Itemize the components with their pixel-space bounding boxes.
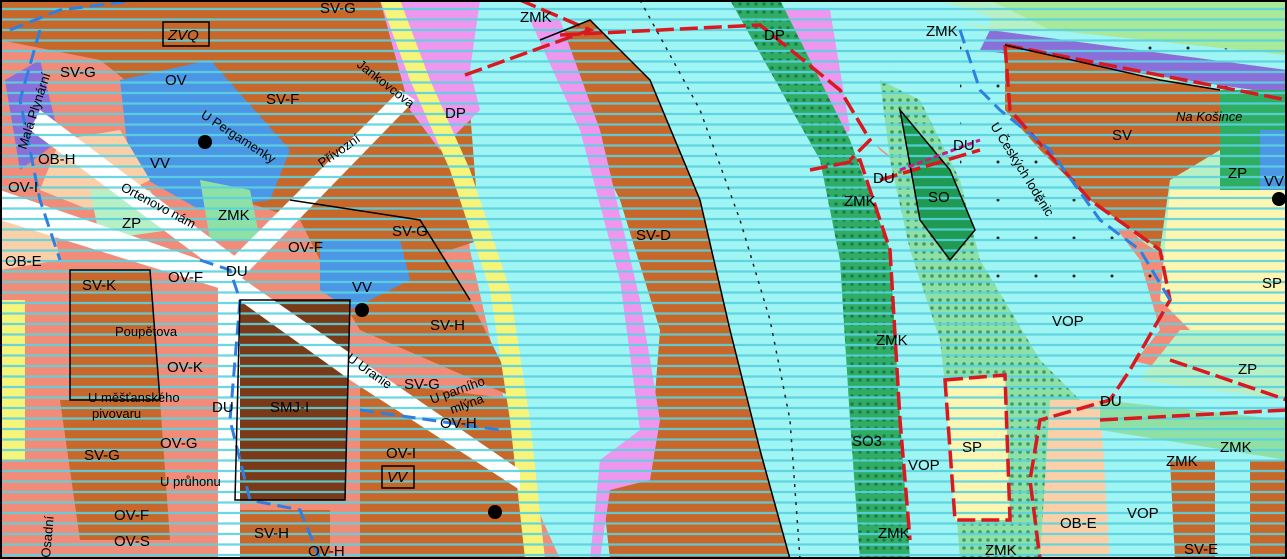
zone-label: VOP — [908, 457, 940, 474]
zone-label: ZMK — [876, 332, 908, 349]
zone-label: VV — [1264, 173, 1284, 190]
zone-label: OV-S — [114, 533, 150, 550]
zone-label: SV-D — [636, 227, 671, 244]
zone-label: DU — [226, 263, 248, 280]
zone-label: VOP — [1127, 505, 1159, 522]
zone-label: OV — [165, 72, 187, 89]
zone-label: OV-F — [114, 507, 149, 524]
zone-label: ZP — [122, 215, 141, 232]
zone-label: ZMK — [926, 23, 958, 40]
zone-label: VV — [387, 469, 409, 486]
zone-label: SV-G — [84, 447, 120, 464]
symbol-dot-4 — [1272, 192, 1286, 206]
zone-label: OV-I — [386, 445, 416, 462]
zone-label: SO — [928, 189, 950, 206]
street-label: Osadní — [38, 515, 57, 558]
street-label: pivovaru — [92, 406, 141, 421]
zone-label: OV-K — [167, 359, 203, 376]
zone-label: OV-H — [440, 415, 477, 432]
zone-label: OV-F — [288, 239, 323, 256]
zone-label: SP — [962, 439, 982, 456]
zvq-box — [162, 21, 210, 47]
zone-label: ZP — [1228, 165, 1247, 182]
zone-label-layer: SV-G ZVQ SV-G OV SV-F DP ZMK DP ZMK OB-H… — [5, 0, 1284, 559]
zone-label: DU — [212, 399, 234, 416]
vv-box-frame — [381, 465, 415, 489]
zone-label: SV-G — [392, 223, 428, 240]
blue-borders — [9, 0, 1172, 559]
zone-label: DP — [764, 27, 785, 44]
zone-label: OV-I — [8, 179, 38, 196]
zone-label: ZMK — [844, 193, 876, 210]
zone-label: OB-H — [38, 151, 76, 168]
red-borders — [464, 0, 1287, 559]
zone-label: SV-G — [60, 64, 96, 81]
zone-label: VV — [352, 279, 372, 296]
street-label: Na Košince — [1176, 109, 1242, 124]
symbol-dot-1 — [198, 135, 212, 149]
zone-label: ZMK — [878, 525, 910, 542]
zone-label: SMJ-I — [270, 399, 309, 416]
zone-label: ZMK — [1220, 439, 1252, 456]
zone-label: OV-F — [168, 269, 203, 286]
street-label: Poupětova — [115, 324, 178, 339]
symbol-dot-3 — [488, 505, 502, 519]
zone-label: OB-E — [5, 253, 42, 270]
zone-label: SV-H — [254, 525, 289, 542]
zone-label: SP — [1262, 275, 1282, 292]
zone-label: OV-G — [160, 435, 198, 452]
du-link — [899, 138, 981, 172]
zone-label: SV-K — [82, 277, 116, 294]
zone-label: DU — [953, 137, 975, 154]
street-label: U průhonu — [160, 474, 221, 489]
zone-label: ZP — [1238, 361, 1257, 378]
zone-label: SO3 — [852, 433, 882, 450]
zone-label: VOP — [1052, 313, 1084, 330]
zone-label: ZMK — [1166, 453, 1198, 470]
zone-label: SV-G — [320, 0, 356, 17]
zone-label: OV-H — [308, 543, 345, 559]
zone-label: DP — [445, 105, 466, 122]
zone-label: ZMK — [985, 542, 1017, 559]
zone-label: ZVQ — [167, 27, 199, 44]
zone-label: SV-H — [430, 317, 465, 334]
zone-label: SV-G — [404, 376, 440, 393]
zone-label: DU — [1100, 393, 1122, 410]
zone-label: DU — [873, 170, 895, 187]
zone-label: OB-E — [1060, 515, 1097, 532]
black-outlines — [69, 19, 1221, 559]
zone-label: SV-F — [266, 91, 299, 108]
symbol-dot-2 — [355, 303, 369, 317]
zone-label: VV — [150, 155, 170, 172]
street-label: U měšťanského — [88, 390, 180, 405]
zone-label: SV-E — [1184, 541, 1218, 558]
zone-label: SV — [1112, 127, 1132, 144]
zone-label: ZMK — [520, 9, 552, 26]
zone-label: ZMK — [218, 207, 250, 224]
